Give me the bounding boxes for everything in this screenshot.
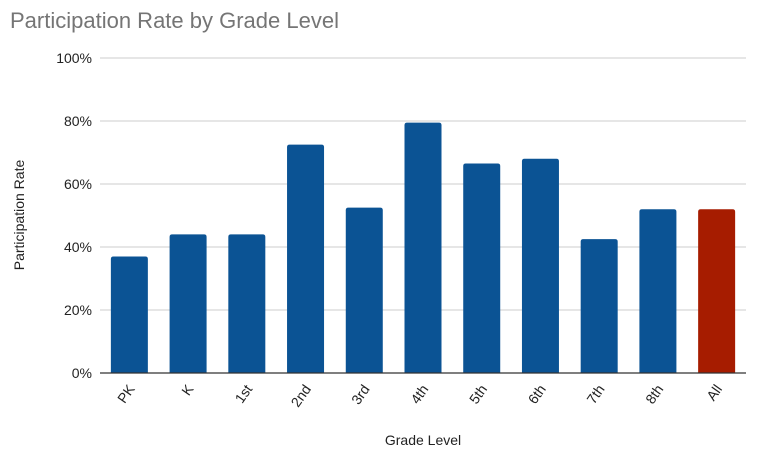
x-tick-label: 7th — [583, 382, 607, 407]
y-axis-ticks: 0% 20% 40% 60% 80% 100% — [56, 50, 92, 381]
bar-4th — [404, 122, 442, 373]
x-axis-ticks: PK K 1st 2nd 3rd 4th 5th 6th 7th 8th All — [114, 381, 725, 410]
x-tick-label: 5th — [466, 382, 490, 407]
x-tick-label: K — [178, 381, 197, 398]
x-tick-label: 6th — [525, 382, 549, 407]
x-axis-title: Grade Level — [385, 432, 461, 448]
bar-3rd — [345, 207, 383, 373]
bar — [228, 234, 266, 373]
bar — [287, 144, 325, 373]
bar — [345, 207, 383, 373]
y-tick-label: 60% — [64, 176, 92, 192]
x-tick-label: PK — [114, 381, 138, 406]
bar-k — [169, 234, 207, 373]
y-tick-label: 80% — [64, 113, 92, 129]
bar — [698, 209, 736, 373]
bar-all — [698, 209, 736, 373]
x-tick-label: All — [703, 382, 725, 404]
bars — [110, 122, 736, 373]
x-tick-label: 3rd — [348, 382, 373, 408]
bar-8th — [639, 209, 677, 373]
y-tick-label: 0% — [72, 365, 92, 381]
bar — [169, 234, 207, 373]
chart-title: Participation Rate by Grade Level — [10, 8, 339, 33]
bar — [404, 122, 442, 373]
y-tick-label: 40% — [64, 239, 92, 255]
bar — [639, 209, 677, 373]
bar — [110, 256, 148, 373]
y-tick-label: 100% — [56, 50, 92, 66]
bar-5th — [463, 163, 501, 373]
bar-7th — [580, 239, 618, 373]
bar-6th — [521, 158, 559, 373]
bar — [521, 158, 559, 373]
bar — [580, 239, 618, 373]
x-tick-label: 8th — [642, 382, 666, 407]
x-tick-label: 2nd — [287, 382, 314, 410]
y-tick-label: 20% — [64, 302, 92, 318]
y-axis-title: Participation Rate — [11, 160, 27, 271]
x-tick-label: 4th — [407, 382, 431, 407]
bar — [463, 163, 501, 373]
x-tick-label: 1st — [231, 381, 255, 406]
bar-1st — [228, 234, 266, 373]
bar-2nd — [287, 144, 325, 373]
bar-pk — [110, 256, 148, 373]
